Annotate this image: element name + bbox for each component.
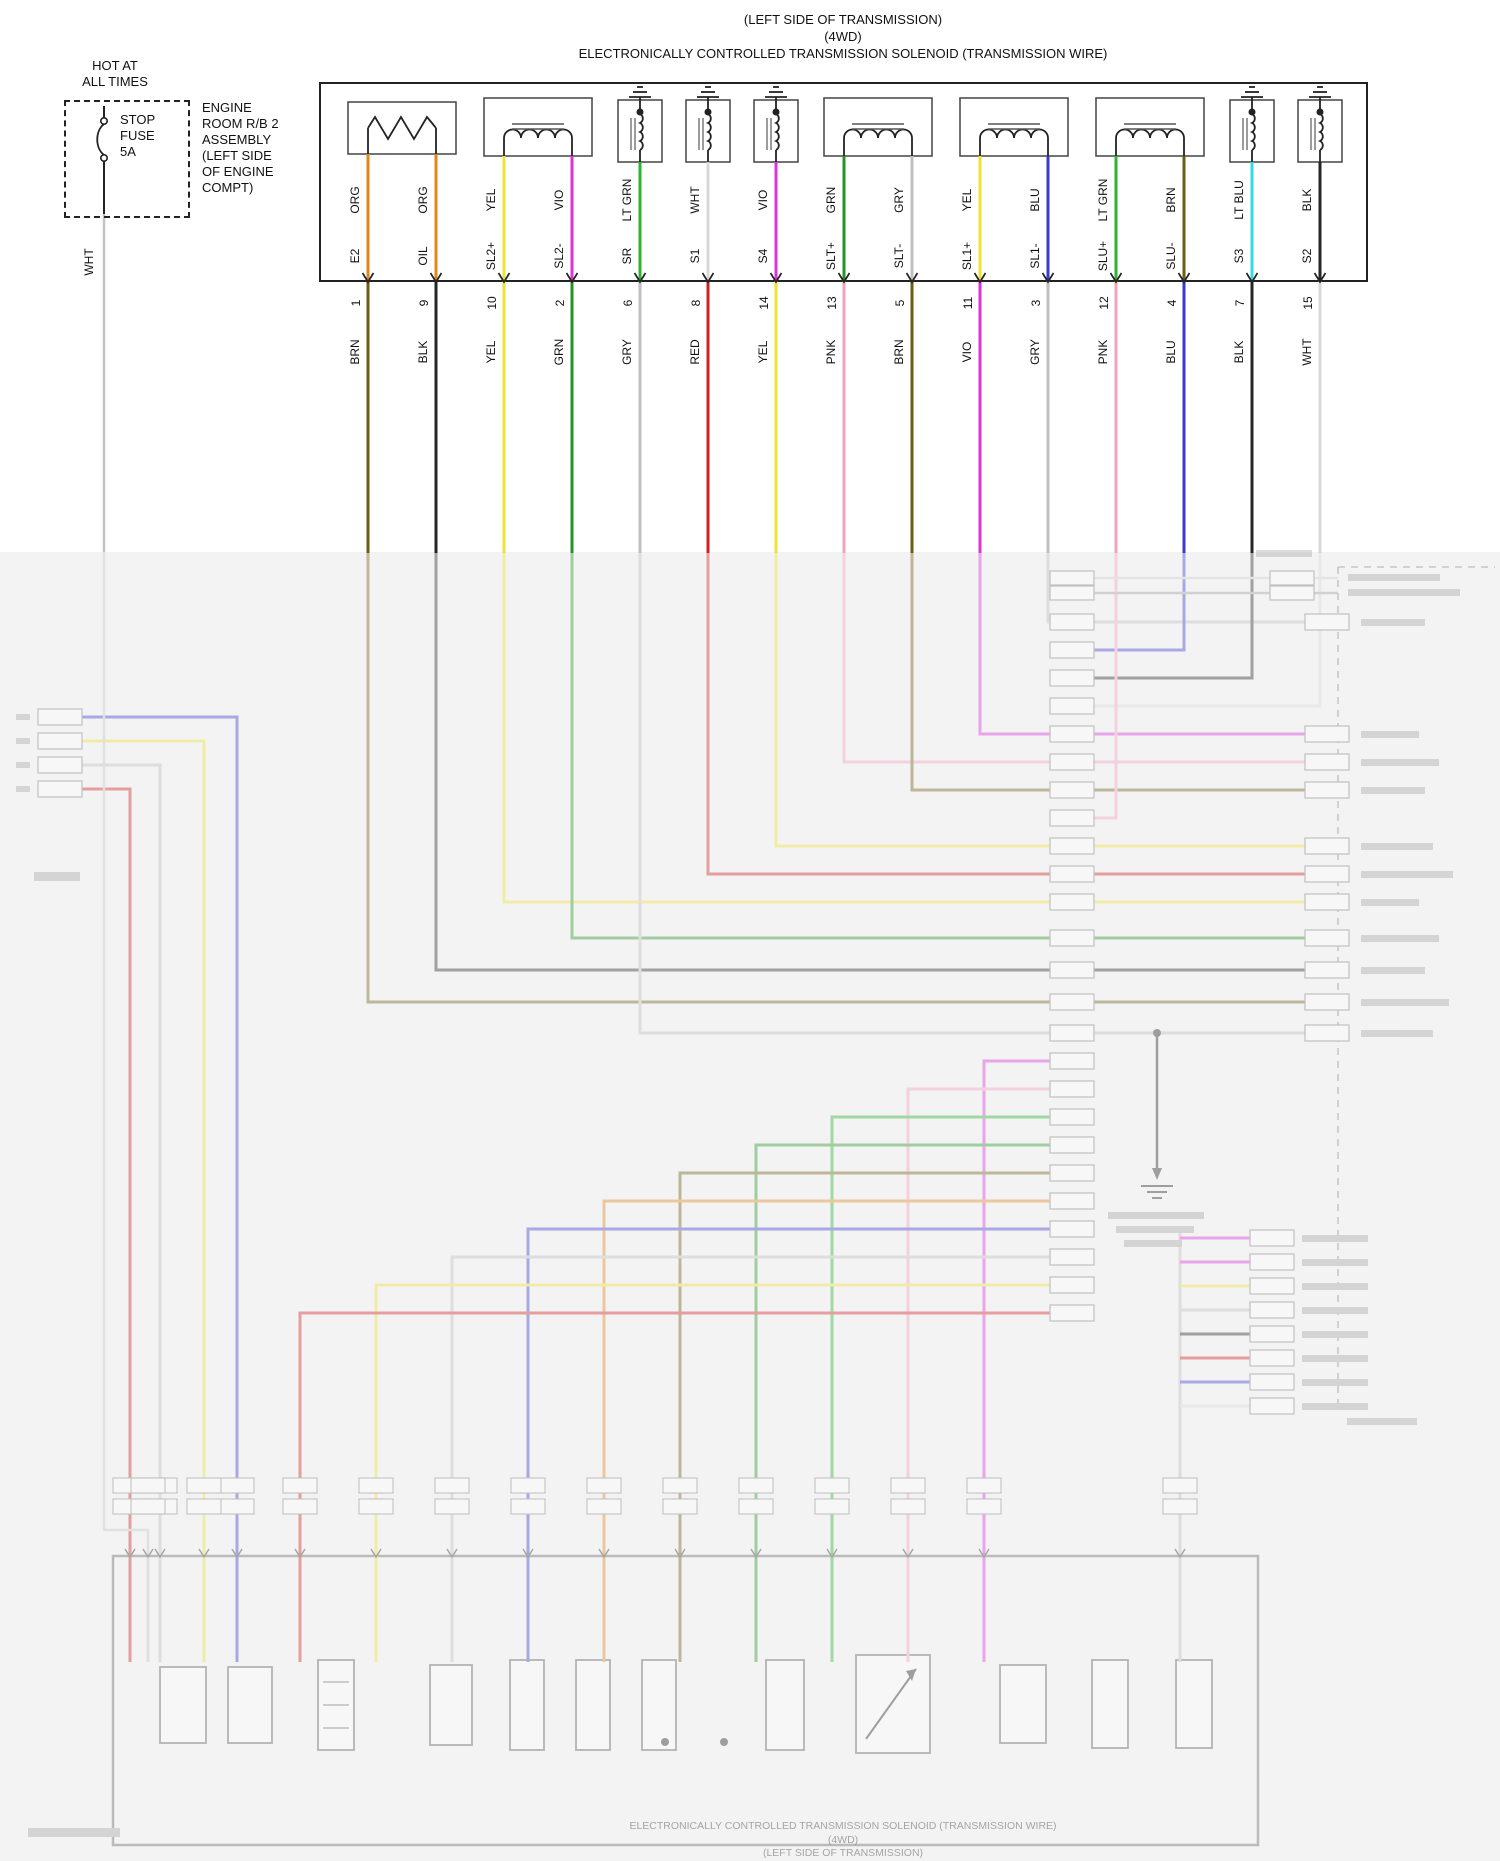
component-solenoid [753,86,799,163]
faded-region-background [0,552,1500,1861]
pin-name-label: S2 [1300,248,1314,264]
wire-color-label-outer: VIO [960,341,974,363]
pin-name-label: SLT+ [824,241,838,271]
wire-color-label-outer: GRY [1028,339,1042,365]
pin-number-label: 8 [689,299,703,307]
wire-color-label-inner: LT BLU [1232,180,1246,220]
engine-room-assembly-label: ENGINE ROOM R/B 2 ASSEMBLY (LEFT SIDE OF… [202,100,279,195]
stop-fuse-label: STOP FUSE 5A [120,112,156,159]
wire-color-label-inner: YEL [960,188,974,212]
pin-name-label: SLU- [1164,242,1178,270]
wire-color-label-outer: GRN [552,338,566,366]
pin-name-label: SLU+ [1096,240,1110,272]
fuse-box-outline [64,100,190,218]
pin-number-label: 9 [417,299,431,307]
pin-name-label: SR [620,247,634,265]
pin-number-label: 15 [1301,296,1315,310]
wire-color-label-outer: YEL [756,340,770,364]
wire-color-label-inner: WHT [688,186,702,214]
faded-diagram-region [16,550,1495,1847]
wire-color-label-inner: GRN [824,186,838,214]
pin-name-label: SL1- [1028,243,1042,269]
pin-number-label: 13 [825,296,839,310]
wire-color-label-inner: BLK [1300,188,1314,212]
footer-title-line1: ELECTRONICALLY CONTROLLED TRANSMISSION S… [629,1820,1057,1832]
wire-color-label-inner: YEL [484,188,498,212]
wire-color-label-inner: BRN [1164,187,1178,213]
diagram-title-line3: ELECTRONICALLY CONTROLLED TRANSMISSION S… [578,46,1108,61]
component-coil [823,97,933,157]
wire-color-label-outer: BLU [1164,340,1178,364]
pin-number-label: 14 [757,296,771,310]
wire-color-label-outer: BRN [348,339,362,365]
wire-color-label-inner: ORG [348,186,362,214]
pin-name-label: SL2- [552,243,566,269]
footer-title-line2: (4WD) [827,1834,859,1846]
wire-color-label-outer: BRN [892,339,906,365]
bottom-connector-box [111,1554,1260,1847]
pin-name-label: E2 [348,248,362,264]
wire-color-label-outer: GRY [620,339,634,365]
fuse-wire-color-label: WHT [82,248,96,276]
footer-title-line3: (LEFT SIDE OF TRANSMISSION) [762,1847,924,1859]
pin-number-label: 2 [553,299,567,307]
wire-color-label-inner: BLU [1028,188,1042,212]
pin-number-label: 7 [1233,299,1247,307]
wire-color-label-outer: YEL [484,340,498,364]
component-coil [483,97,593,157]
pin-name-label: SL2+ [484,241,498,271]
wire-color-label-outer: BLK [1232,340,1246,364]
wire-color-label-inner: VIO [756,189,770,211]
wire-color-label-outer: RED [688,339,702,365]
wire-color-label-outer: WHT [1300,338,1314,366]
wire-color-label-inner: ORG [416,186,430,214]
pin-number-label: 10 [485,296,499,310]
pin-name-label: SLT- [892,243,906,269]
wire-color-label-inner: LT GRN [1096,178,1110,222]
solenoid-wires [361,154,1327,553]
diagram-title-line2: (4WD) [824,29,862,44]
component-resistor [347,101,457,155]
pin-name-label: S3 [1232,248,1246,264]
pin-name-label: SL1+ [960,241,974,271]
component-coil [1095,97,1205,157]
pin-name-label: S4 [756,248,770,264]
pin-number-label: 4 [1165,299,1179,307]
wire-color-label-outer: PNK [1096,339,1110,365]
pin-number-label: 11 [961,296,975,310]
pin-number-label: 12 [1097,296,1111,310]
wire-color-label-inner: LT GRN [620,178,634,222]
pin-name-label: OIL [416,246,430,266]
stop-fuse-symbol [96,106,109,552]
diagram-title-line1: (LEFT SIDE OF TRANSMISSION) [743,12,943,27]
component-solenoid [1229,86,1275,163]
wire-color-label-outer: PNK [824,339,838,365]
wire-color-label-inner: GRY [892,187,906,213]
pin-name-label: S1 [688,248,702,264]
hot-at-all-times-label: HOT AT ALL TIMES [82,58,148,89]
pin-number-label: 5 [893,299,907,307]
wire-color-label-outer: BLK [416,340,430,364]
pin-number-label: 1 [349,299,363,307]
pin-number-label: 6 [621,299,635,307]
wire-color-label-inner: VIO [552,189,566,211]
pin-number-label: 3 [1029,299,1043,307]
component-coil [959,97,1069,157]
